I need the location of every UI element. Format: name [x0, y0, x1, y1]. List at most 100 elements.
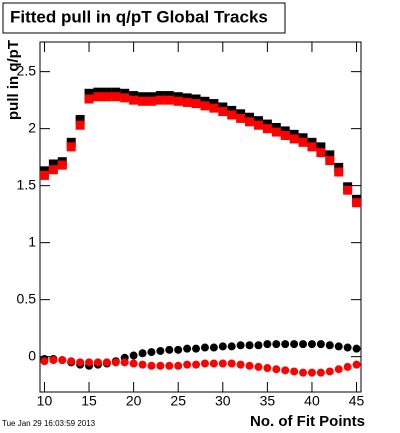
point [200, 343, 209, 352]
point [245, 361, 254, 370]
point [307, 137, 317, 147]
point [316, 368, 325, 377]
point [138, 349, 147, 358]
point [289, 134, 299, 144]
point [298, 133, 308, 143]
y-tick-label: 2 [28, 119, 36, 135]
point [173, 92, 183, 102]
point [271, 123, 281, 133]
point [156, 346, 165, 355]
point [272, 365, 281, 374]
point [343, 185, 353, 195]
point [209, 99, 219, 109]
plot-frame [39, 41, 362, 393]
x-tick-label: 40 [304, 393, 320, 409]
point [325, 156, 335, 166]
point [200, 96, 210, 106]
point [236, 109, 246, 119]
point [138, 96, 148, 106]
point [307, 142, 317, 152]
point [76, 358, 85, 367]
point [262, 124, 272, 134]
point [111, 358, 120, 367]
point [129, 95, 139, 105]
point [40, 357, 49, 366]
point [281, 366, 290, 375]
point [138, 92, 148, 102]
point [253, 116, 263, 126]
point [307, 368, 316, 377]
point [120, 358, 129, 367]
point [343, 362, 352, 371]
point [236, 341, 245, 350]
point [200, 101, 210, 111]
y-tick-label: 0 [28, 347, 36, 363]
point [192, 344, 201, 353]
point [227, 105, 237, 115]
point [236, 113, 246, 123]
point [66, 137, 76, 147]
point [102, 358, 111, 367]
x-tick-label: 20 [126, 393, 142, 409]
point [155, 91, 165, 101]
point [155, 95, 165, 105]
point [200, 359, 209, 368]
point [85, 358, 94, 367]
point [289, 129, 299, 139]
point [209, 343, 218, 352]
point [352, 360, 361, 369]
point [147, 348, 156, 357]
point [111, 87, 121, 97]
point [48, 165, 58, 175]
point [271, 127, 281, 137]
point [84, 88, 94, 98]
point [120, 88, 130, 98]
point [334, 167, 344, 177]
point [66, 142, 76, 152]
point [325, 150, 335, 160]
point [245, 112, 255, 122]
point [299, 368, 308, 377]
point [174, 345, 183, 354]
point [227, 342, 236, 351]
point [165, 361, 174, 370]
point [209, 103, 219, 113]
point [281, 340, 290, 349]
point [129, 359, 138, 368]
point [218, 102, 228, 112]
point [182, 93, 192, 103]
point [325, 367, 334, 376]
point [280, 126, 290, 136]
x-tick-label: 45 [349, 393, 365, 409]
point [75, 115, 85, 125]
point [49, 356, 58, 365]
point [102, 92, 112, 102]
point [93, 92, 103, 102]
timestamp: Tue Jan 29 16:03:59 2013 [2, 419, 96, 428]
point [75, 120, 85, 130]
point [334, 365, 343, 374]
point [93, 358, 102, 367]
point [316, 148, 326, 158]
point [183, 360, 192, 369]
point [102, 87, 112, 97]
point [120, 93, 130, 103]
point [164, 95, 174, 105]
point [182, 97, 192, 107]
point [245, 117, 255, 127]
y-tick-label: 2.5 [17, 62, 37, 78]
point [299, 340, 308, 349]
point [192, 360, 201, 369]
point [191, 99, 201, 109]
point [165, 345, 174, 354]
point [254, 341, 263, 350]
point [156, 361, 165, 370]
point [290, 367, 299, 376]
point [147, 361, 156, 370]
point [272, 340, 281, 349]
point [57, 160, 67, 170]
point [262, 119, 272, 129]
point [39, 170, 49, 180]
point [93, 87, 103, 97]
point [352, 344, 361, 353]
